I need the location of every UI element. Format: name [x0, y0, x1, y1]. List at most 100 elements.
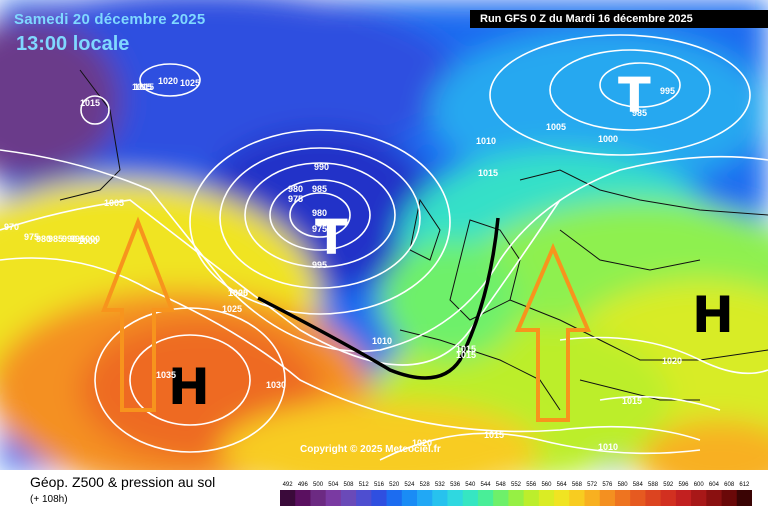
isobar-label: 980: [36, 234, 51, 244]
isobar-label: 1035: [156, 370, 176, 380]
forecast-lead-time: (+ 108h): [30, 494, 68, 505]
isobar-label: 985: [312, 184, 327, 194]
map-footer: Géop. Z500 & pression au sol (+ 108h) 49…: [0, 470, 768, 512]
scale-swatch: [508, 490, 525, 506]
scale-value: 500: [313, 482, 324, 488]
scale-value: 568: [572, 482, 583, 488]
scale-value: 580: [618, 482, 629, 488]
scale-swatch: [493, 490, 509, 506]
scale-swatch: [645, 490, 662, 506]
scale-swatch: [721, 490, 738, 506]
isobar-label: 1015: [456, 350, 476, 360]
scale-swatch: [401, 490, 418, 506]
scale-swatch: [614, 490, 631, 506]
isobar-label: 985: [48, 234, 63, 244]
low-symbol-atlantic: T: [315, 210, 348, 266]
isobar-label: 1010: [372, 336, 392, 346]
high-symbol-azores: H: [168, 358, 210, 416]
forecast-time: 13:00 locale: [16, 33, 130, 55]
scale-value: 576: [602, 482, 613, 488]
scale-swatch: [340, 490, 357, 506]
isobar-label: 1020: [158, 76, 178, 86]
scale-value: 588: [648, 482, 659, 488]
scale-value: 612: [739, 482, 750, 488]
scale-swatch: [660, 490, 677, 506]
isobar-label: 1020: [228, 288, 248, 298]
scale-swatch: [447, 490, 464, 506]
scale-swatch: [569, 490, 585, 506]
arrow-atlantic: [101, 216, 175, 412]
scale-swatch: [295, 490, 311, 506]
scale-value: 560: [541, 482, 552, 488]
arrow-mediterranean: [514, 242, 592, 422]
isobar-label: 1015: [484, 430, 504, 440]
trough-line: [257, 217, 500, 380]
isobar-label: 975: [24, 232, 39, 242]
isobar-label: 995: [660, 86, 675, 96]
scale-value: 544: [481, 482, 492, 488]
scale-value: 608: [724, 482, 735, 488]
isobar-label: 985: [632, 108, 647, 118]
scale-swatch: [462, 490, 479, 506]
scale-value: 548: [496, 482, 507, 488]
scale-value: 596: [678, 482, 689, 488]
scale-value: 572: [587, 482, 598, 488]
scale-swatch: [432, 490, 448, 506]
scale-value: 600: [694, 482, 705, 488]
copyright-notice: Copyright © 2025 Meteociel.fr: [300, 444, 441, 455]
scale-swatch: [280, 490, 296, 506]
scale-value: 592: [663, 482, 674, 488]
isobar-label: 1020: [412, 438, 432, 448]
scale-swatch: [706, 490, 722, 506]
scale-swatch: [554, 490, 570, 506]
scale-swatch: [371, 490, 387, 506]
scale-value: 496: [298, 482, 309, 488]
isobar-label: 980: [312, 208, 327, 218]
isobar-label: 1000: [80, 234, 100, 244]
isobar-label: 1025: [222, 304, 242, 314]
isobar-label: 1015: [478, 168, 498, 178]
isobar-label: 1000: [598, 134, 618, 144]
scale-swatch: [310, 490, 327, 506]
isobar-label: 995: [312, 260, 327, 270]
scale-swatch: [599, 490, 616, 506]
isobar-label: 1010: [598, 442, 618, 452]
scale-swatch: [538, 490, 555, 506]
scale-value: 536: [450, 482, 461, 488]
isobar-label: 970: [4, 222, 19, 232]
scale-swatch: [523, 490, 540, 506]
low-symbol-scandinavia: T: [618, 68, 651, 124]
geopotential-field: [0, 0, 768, 470]
colour-scale: 492 496 500 504 508 512 516 520 524 528 532 536 540 5…: [280, 482, 752, 506]
scale-swatch: [386, 490, 403, 506]
scale-value: 540: [465, 482, 476, 488]
scale-swatch: [356, 490, 372, 506]
isobar-label: 980: [288, 184, 303, 194]
scale-value: 528: [420, 482, 431, 488]
isobar-label: 975: [312, 224, 327, 234]
scale-value: 504: [328, 482, 339, 488]
scale-swatch: [325, 490, 342, 506]
run-info: Run GFS 0 Z du Mardi 16 décembre 2025: [470, 10, 768, 28]
isobar-label: 1005: [228, 288, 248, 298]
scale-value: 512: [359, 482, 370, 488]
isobar-label: 1020: [662, 356, 682, 366]
scale-value: 552: [511, 482, 522, 488]
scale-swatch: [691, 490, 707, 506]
parameter-title: Géop. Z500 & pression au sol: [30, 474, 216, 490]
isobar-label: 1010: [476, 136, 496, 146]
high-symbol-europe: H: [692, 286, 734, 344]
forecast-date: Samedi 20 décembre 2025: [14, 11, 206, 28]
scale-value: 524: [404, 482, 415, 488]
isobar-label: 1015: [622, 396, 642, 406]
isobars: [0, 34, 768, 461]
scale-swatch: [675, 490, 692, 506]
isobar-label: 990: [314, 162, 329, 172]
scale-value: 532: [435, 482, 446, 488]
scale-swatch: [584, 490, 601, 506]
isobar-label: 995: [70, 234, 85, 244]
isobar-label: 990: [62, 234, 77, 244]
isobar-label: 1015: [80, 98, 100, 108]
